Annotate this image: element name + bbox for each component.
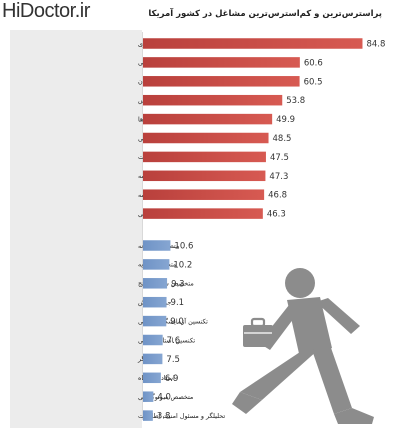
- value-label: 6.9: [165, 374, 179, 384]
- bar: [143, 334, 163, 346]
- value-label: 48.5: [273, 134, 292, 144]
- bar: [143, 240, 171, 251]
- bar-group: سربازان ارتش دارای درجه استواری84.8مامور…: [137, 38, 385, 422]
- bar: [143, 208, 263, 219]
- site-watermark: HiDoctor.ir: [2, 0, 90, 22]
- value-label: 46.3: [267, 210, 286, 220]
- bar: [143, 94, 283, 106]
- value-label: 84.8: [366, 40, 385, 50]
- bar: [143, 132, 269, 144]
- bar: [143, 278, 168, 289]
- bar: [143, 259, 170, 270]
- bar: [143, 410, 153, 421]
- bar: [143, 372, 161, 384]
- value-label: 10.2: [173, 260, 192, 270]
- bar: [143, 38, 363, 49]
- value-label: 47.5: [270, 153, 289, 163]
- label-column-background: [10, 30, 142, 428]
- value-label: 7.6: [167, 336, 181, 346]
- bar: [143, 315, 167, 327]
- value-label: 60.5: [304, 77, 323, 87]
- bar: [143, 296, 167, 308]
- bar: [143, 113, 273, 125]
- bar: [143, 170, 266, 182]
- value-label: 46.8: [268, 191, 287, 201]
- value-label: 9.3: [171, 279, 185, 289]
- value-label: 9.1: [171, 298, 185, 308]
- value-label: 53.8: [286, 96, 305, 106]
- bar: [143, 391, 154, 402]
- category-label: متخصص سونوگرافی: [138, 393, 193, 401]
- bar: [143, 151, 266, 163]
- value-label: 9.0: [170, 317, 184, 327]
- walking-man-illustration: [232, 268, 374, 424]
- value-label: 49.9: [276, 115, 295, 125]
- value-label: 47.3: [269, 172, 288, 182]
- bar: [143, 189, 265, 200]
- bar: [143, 353, 163, 365]
- category-label: تکنسین استاد پزشکی: [138, 336, 195, 344]
- value-label: 4.0: [157, 393, 171, 403]
- value-label: 3.8: [157, 412, 171, 422]
- chart-title: پراسترس‌ترین و کم‌استرس‌ترین مشاغل در کش…: [148, 9, 382, 19]
- bar: [143, 57, 300, 68]
- category-label: تکنسین آزمایشگاه پزشکی: [138, 316, 208, 325]
- value-label: 10.6: [174, 242, 193, 252]
- value-label: 60.6: [304, 58, 323, 68]
- bar: [143, 76, 300, 87]
- category-label: تحلیلگر و مسئول امنیت اطلاعات: [138, 412, 225, 420]
- value-label: 7.5: [166, 355, 180, 365]
